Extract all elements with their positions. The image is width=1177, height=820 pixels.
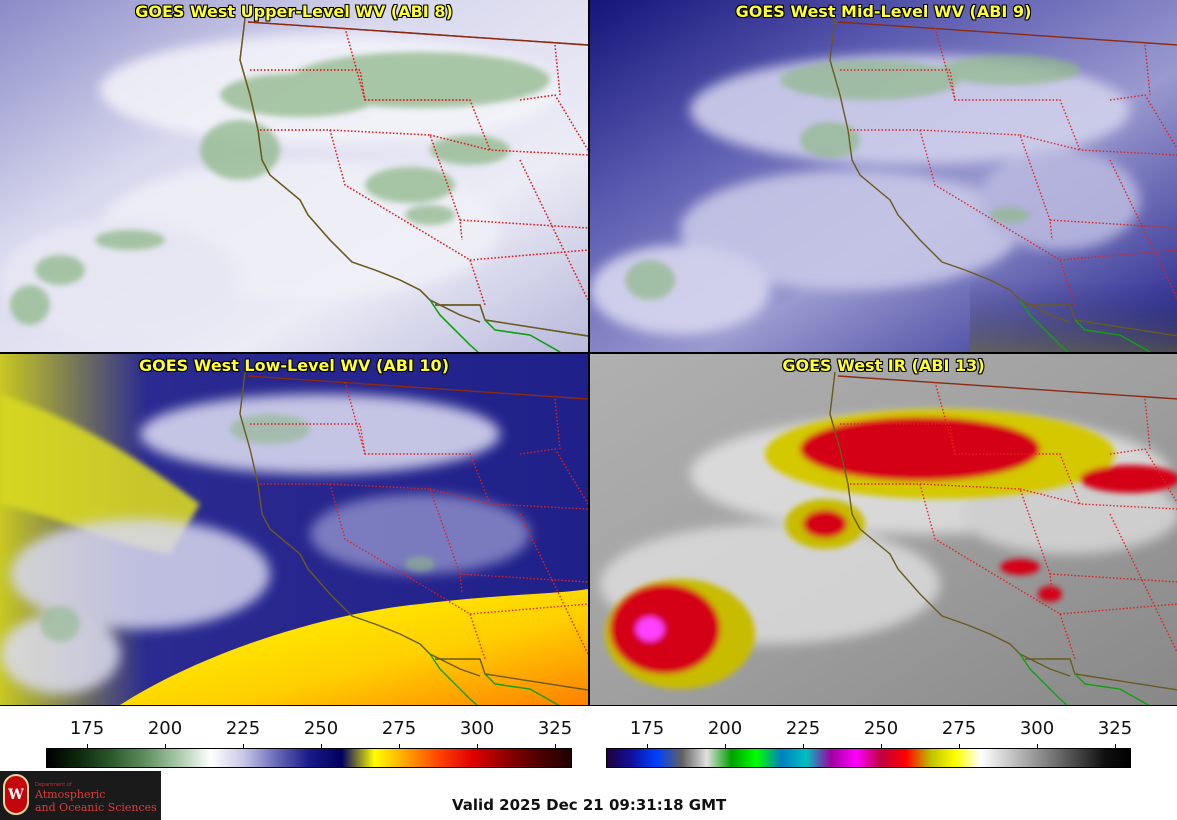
wv-tick	[399, 744, 400, 749]
valid-time: Valid 2025 Dec 21 09:31:18 GMT	[452, 796, 727, 814]
wv-tick	[165, 744, 166, 749]
panel-title: GOES West Low-Level WV (ABI 10)	[138, 356, 449, 375]
ir-tick	[959, 744, 960, 749]
wv-tick	[555, 744, 556, 749]
aos-logo: W Department of Atmospheric and Oceanic …	[0, 771, 161, 820]
wv-tick	[243, 744, 244, 749]
map-overlay	[239, 17, 1177, 706]
wv-tick	[87, 744, 88, 749]
logo-department: Department of	[35, 782, 72, 788]
bottom-border	[0, 705, 1177, 706]
ir-tick-label: 300	[1019, 718, 1055, 739]
ir-tick-label: 225	[785, 718, 821, 739]
ir-image	[590, 354, 1177, 705]
mid-level-wv-image	[590, 0, 1177, 352]
panel-title: GOES West Upper-Level WV (ABI 8)	[135, 2, 453, 21]
logo-line1: Atmospheric	[35, 788, 106, 801]
wv-tick-label: 250	[303, 718, 339, 739]
ir-tick	[725, 744, 726, 749]
upper-level-wv-image	[0, 0, 588, 352]
ir-tick-label: 275	[941, 718, 977, 739]
wv-tick-label: 225	[225, 718, 261, 739]
ir-tick	[647, 744, 648, 749]
panel-upper-level-wv: GOES West Upper-Level WV (ABI 8)	[0, 0, 588, 352]
logo-line2: and Oceanic Sciences	[35, 801, 157, 814]
ir-tick-label: 250	[863, 718, 899, 739]
wv-tick-label: 275	[381, 718, 417, 739]
panel-low-level-wv: GOES West Low-Level WV (ABI 10)	[0, 354, 588, 705]
wv-tick	[477, 744, 478, 749]
panel-title: GOES West Mid-Level WV (ABI 9)	[735, 2, 1032, 21]
wv-tick-label: 200	[147, 718, 183, 739]
ir-tick-label: 200	[707, 718, 743, 739]
ir-tick-label: 325	[1097, 718, 1133, 739]
low-level-wv-image	[0, 354, 588, 705]
ir-tick	[881, 744, 882, 749]
panel-title: GOES West IR (ABI 13)	[782, 356, 985, 375]
wv-colorbar	[46, 748, 572, 768]
ir-colorbar	[606, 748, 1131, 768]
wv-tick-label: 300	[459, 718, 495, 739]
ir-tick	[1037, 744, 1038, 749]
wv-tick-label: 325	[537, 718, 573, 739]
panel-ir: GOES West IR (ABI 13)	[590, 354, 1177, 705]
ir-tick	[1115, 744, 1116, 749]
wv-tick-label: 175	[69, 718, 105, 739]
ir-tick-label: 175	[629, 718, 665, 739]
wv-tick	[321, 744, 322, 749]
ir-tick	[803, 744, 804, 749]
horizontal-divider	[0, 352, 1177, 354]
panel-mid-level-wv: GOES West Mid-Level WV (ABI 9)	[590, 0, 1177, 352]
uw-crest-icon: W	[3, 774, 29, 815]
